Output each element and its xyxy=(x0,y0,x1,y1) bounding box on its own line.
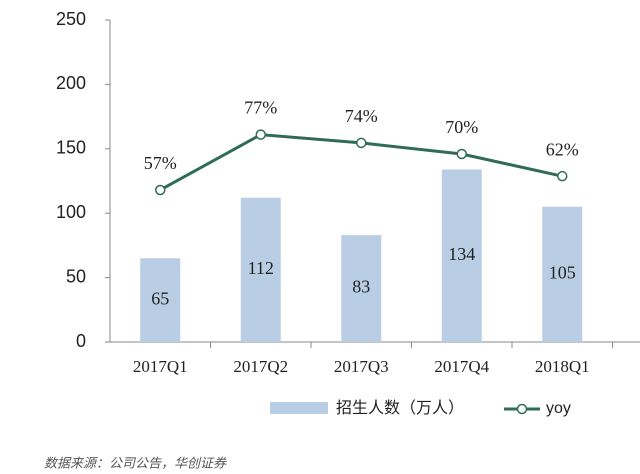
yoy-label: 77% xyxy=(244,98,277,118)
x-tick-label: 2018Q1 xyxy=(535,357,590,376)
bar-value-label: 105 xyxy=(549,263,576,283)
y-tick-label: 150 xyxy=(56,138,86,158)
y-tick-label: 0 xyxy=(76,331,86,351)
yoy-label: 57% xyxy=(144,153,177,173)
yoy-marker xyxy=(255,129,266,140)
bar-value-label: 134 xyxy=(448,244,475,264)
legend-swatch xyxy=(270,402,328,414)
bar xyxy=(341,235,382,342)
legend-label: yoy xyxy=(546,400,571,417)
x-tick-label: 2017Q3 xyxy=(334,357,389,376)
x-tick-label: 2017Q4 xyxy=(434,357,489,376)
bar xyxy=(542,206,583,342)
y-tick-label: 200 xyxy=(56,73,86,93)
legend-marker xyxy=(516,403,528,415)
x-tick-label: 2017Q1 xyxy=(133,357,188,376)
yoy-label: 70% xyxy=(445,117,478,137)
legend-label: 招生人数（万人） xyxy=(336,399,464,417)
yoy-marker xyxy=(356,137,367,149)
bar-value-label: 83 xyxy=(352,277,370,297)
yoy-label: 62% xyxy=(546,139,579,159)
x-tick-label: 2017Q2 xyxy=(233,357,288,376)
bar xyxy=(441,169,482,342)
yoy-marker xyxy=(456,148,467,160)
yoy-marker xyxy=(155,184,166,196)
y-tick-label: 250 xyxy=(56,9,86,29)
bar xyxy=(140,258,181,342)
bar-value-label: 65 xyxy=(151,288,169,308)
yoy-label: 74% xyxy=(345,106,378,126)
bar xyxy=(240,197,281,342)
yoy-marker xyxy=(557,170,568,182)
y-tick-label: 100 xyxy=(56,202,86,222)
y-tick-label: 50 xyxy=(66,266,86,286)
bar-value-label: 112 xyxy=(248,258,274,278)
source-note: 数据来源：公司公告，华创证券 xyxy=(44,455,227,470)
